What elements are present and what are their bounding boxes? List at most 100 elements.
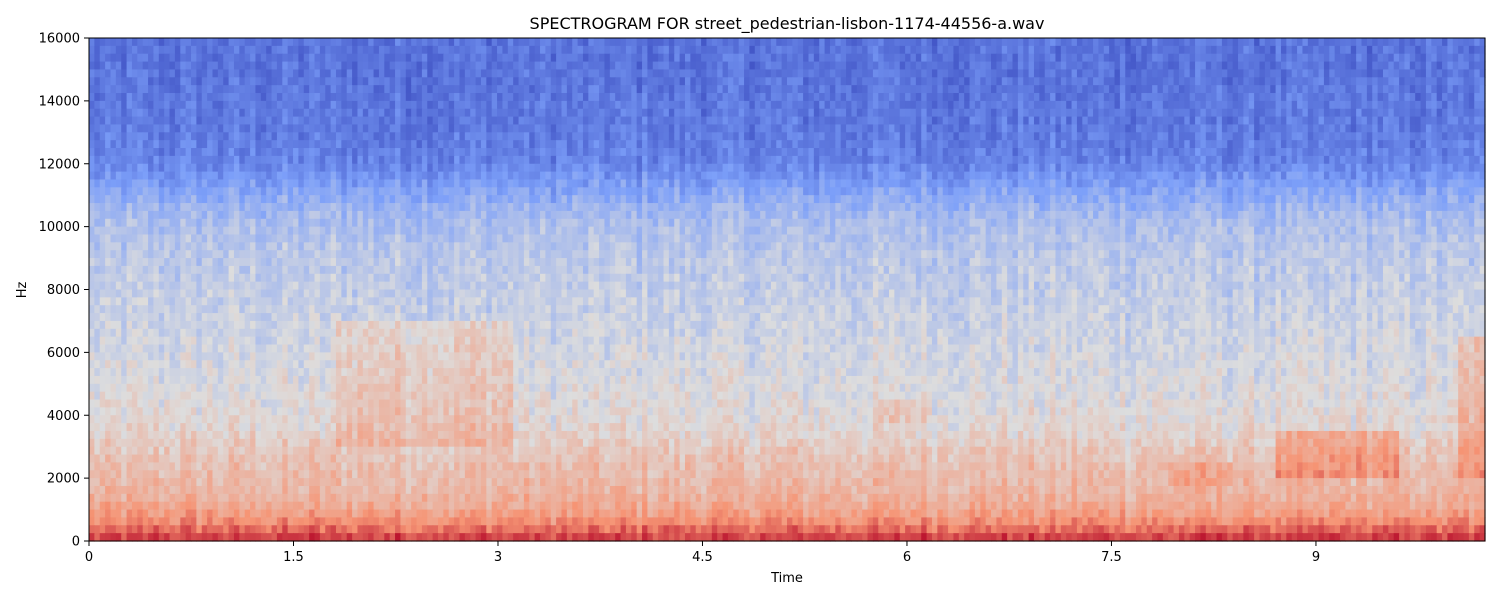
heatmap-cell <box>776 38 783 47</box>
heatmap-cell <box>792 116 799 126</box>
heatmap-cell <box>180 45 187 55</box>
heatmap-cell <box>1372 155 1379 165</box>
heatmap-cell <box>872 38 879 47</box>
heatmap-cell <box>647 77 654 86</box>
heatmap-cell <box>534 53 541 63</box>
heatmap-cell <box>1007 163 1014 173</box>
heatmap-cell <box>679 38 686 47</box>
heatmap-cell <box>1082 100 1089 110</box>
heatmap-cell <box>1243 85 1250 94</box>
heatmap-cell <box>889 69 895 78</box>
heatmap-cell <box>1028 155 1035 165</box>
heatmap-cell <box>405 155 412 165</box>
heatmap-cell <box>787 61 793 71</box>
heatmap-cell <box>523 45 530 55</box>
heatmap-cell <box>1468 108 1475 118</box>
heatmap-cell <box>1259 100 1266 110</box>
heatmap-cell <box>582 163 589 173</box>
heatmap-cell <box>233 179 240 188</box>
heatmap-cell <box>572 108 579 118</box>
heatmap-cell <box>953 116 960 126</box>
heatmap-cell <box>1130 148 1137 157</box>
heatmap-cell <box>851 163 858 173</box>
heatmap-cell <box>400 179 407 188</box>
heatmap-cell <box>1227 77 1234 86</box>
heatmap-cell <box>191 38 197 47</box>
heatmap-cell <box>566 155 573 165</box>
heatmap-cell <box>491 38 498 47</box>
heatmap-cell <box>486 124 493 133</box>
heatmap-cell <box>137 61 144 71</box>
heatmap-cell <box>980 45 987 55</box>
heatmap-cell <box>1248 61 1255 71</box>
heatmap-cell <box>883 155 890 165</box>
heatmap-cell <box>642 45 648 55</box>
heatmap-cell <box>115 132 122 141</box>
heatmap-cell <box>319 69 326 78</box>
heatmap-cell <box>158 124 165 133</box>
heatmap-cell <box>432 61 439 71</box>
heatmap-cell <box>443 155 450 165</box>
heatmap-cell <box>341 116 348 126</box>
heatmap-cell <box>1098 77 1105 86</box>
heatmap-cell <box>131 85 138 94</box>
heatmap-cell <box>894 163 901 173</box>
heatmap-cell <box>1474 100 1481 110</box>
heatmap-cell <box>980 85 987 94</box>
heatmap-cell <box>260 45 267 55</box>
heatmap-cell <box>985 155 992 165</box>
heatmap-cell <box>604 179 611 188</box>
heatmap-cell <box>137 179 144 188</box>
heatmap-cell <box>1221 69 1228 78</box>
heatmap-cell <box>674 69 681 78</box>
heatmap-cell <box>432 108 439 118</box>
heatmap-cell <box>303 171 310 181</box>
heatmap-cell <box>889 85 895 94</box>
heatmap-cell <box>502 93 509 102</box>
heatmap-cell <box>207 108 214 118</box>
heatmap-cell <box>749 85 756 94</box>
heatmap-cell <box>695 163 702 173</box>
heatmap-cell <box>824 148 831 157</box>
heatmap-cell <box>158 85 165 94</box>
heatmap-cell <box>953 69 960 78</box>
heatmap-cell <box>1033 155 1040 165</box>
heatmap-cell <box>448 124 455 133</box>
heatmap-cell <box>319 38 326 47</box>
heatmap-cell <box>405 163 412 173</box>
heatmap-cell <box>1227 148 1234 157</box>
heatmap-cell <box>964 140 971 149</box>
heatmap-cell <box>1044 38 1051 47</box>
heatmap-cell <box>110 179 117 188</box>
heatmap-cell <box>1270 140 1277 149</box>
heatmap-cell <box>1302 155 1309 165</box>
heatmap-cell <box>1313 38 1320 47</box>
heatmap-cell <box>1452 116 1459 126</box>
heatmap-cell <box>840 100 847 110</box>
heatmap-cell <box>647 69 654 78</box>
heatmap-cell <box>668 38 675 47</box>
heatmap-cell <box>1425 38 1432 47</box>
heatmap-cell <box>722 108 729 118</box>
heatmap-cell <box>813 108 820 118</box>
heatmap-cell <box>701 61 708 71</box>
heatmap-cell <box>937 163 944 173</box>
heatmap-cell <box>131 148 138 157</box>
heatmap-cell <box>480 155 487 165</box>
heatmap-cell <box>1076 132 1083 141</box>
heatmap-cell <box>760 140 767 149</box>
heatmap-cell <box>196 69 203 78</box>
heatmap-cell <box>94 69 101 78</box>
heatmap-cell <box>395 85 402 94</box>
heatmap-cell <box>99 45 106 55</box>
heatmap-cell <box>1098 148 1105 157</box>
heatmap-cell <box>513 171 520 181</box>
heatmap-cell <box>797 93 804 102</box>
heatmap-cell <box>872 85 879 94</box>
heatmap-cell <box>829 45 836 55</box>
heatmap-cell <box>915 38 922 47</box>
heatmap-cell <box>207 171 214 181</box>
heatmap-cell <box>1447 163 1454 173</box>
heatmap-cell <box>368 93 375 102</box>
heatmap-cell <box>803 116 810 126</box>
